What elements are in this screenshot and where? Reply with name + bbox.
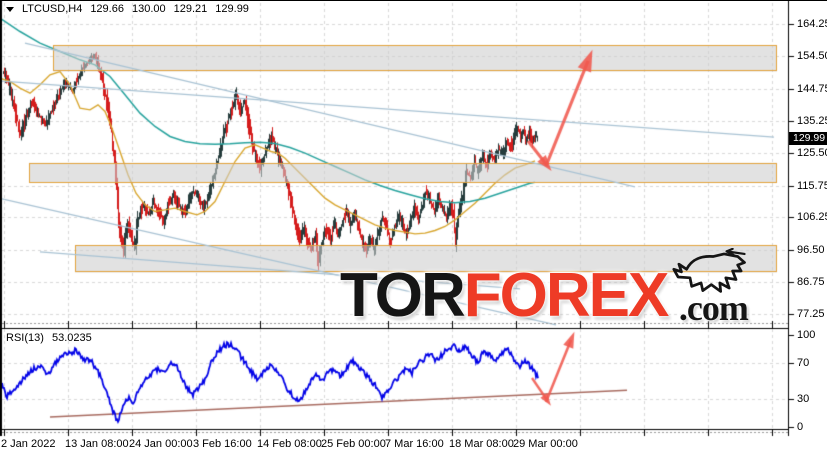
price-axis-label: 86.75 bbox=[797, 276, 825, 288]
time-axis-label: 7 Mar 16:00 bbox=[385, 438, 444, 450]
time-axis-label: 14 Feb 08:00 bbox=[257, 438, 322, 450]
time-axis-label: 13 Jan 08:00 bbox=[65, 438, 129, 450]
time-axis-label: 25 Feb 00:00 bbox=[321, 438, 386, 450]
time-axis-label: 29 Mar 00:00 bbox=[513, 438, 578, 450]
price-axis-label: 154.50 bbox=[797, 50, 827, 62]
time-axis-label: 2 Jan 2022 bbox=[1, 438, 56, 450]
rsi-axis-label: 70 bbox=[797, 357, 810, 369]
low-value: 129.21 bbox=[173, 3, 208, 15]
rsi-axis-label: 30 bbox=[797, 393, 810, 405]
time-axis-label: 18 Mar 08:00 bbox=[449, 438, 514, 450]
price-axis-label: 164.25 bbox=[797, 18, 827, 30]
chevron-down-icon bbox=[6, 7, 14, 12]
time-axis-label: 3 Feb 16:00 bbox=[193, 438, 252, 450]
price-axis-label: 106.25 bbox=[797, 211, 827, 223]
symbol-timeframe: LTCUSD,H4 bbox=[22, 3, 83, 15]
rsi-axis-label: 100 bbox=[797, 329, 816, 341]
rsi-name: RSI(13) bbox=[6, 332, 44, 344]
price-axis-label: 77.25 bbox=[797, 308, 825, 320]
symbol-ohlc-label[interactable]: LTCUSD,H4 129.66 130.00 129.21 129.99 bbox=[6, 3, 251, 16]
current-price-marker: 129.99 bbox=[789, 132, 827, 145]
rsi-axis-label: 0 bbox=[797, 421, 804, 433]
price-axis-label: 115.75 bbox=[797, 180, 827, 192]
price-axis-label: 144.75 bbox=[797, 83, 827, 95]
high-value: 130.00 bbox=[131, 3, 166, 15]
close-value: 129.99 bbox=[215, 3, 249, 15]
price-axis-label: 96.50 bbox=[797, 244, 825, 256]
price-axis-label: 125.50 bbox=[797, 147, 827, 159]
rsi-indicator-label[interactable]: RSI(13) 53.0235 bbox=[6, 332, 97, 345]
rsi-value: 53.0235 bbox=[51, 332, 92, 344]
open-value: 129.66 bbox=[90, 3, 124, 15]
price-axis-label: 135.25 bbox=[797, 115, 827, 127]
time-axis-label: 24 Jan 00:00 bbox=[129, 438, 193, 450]
